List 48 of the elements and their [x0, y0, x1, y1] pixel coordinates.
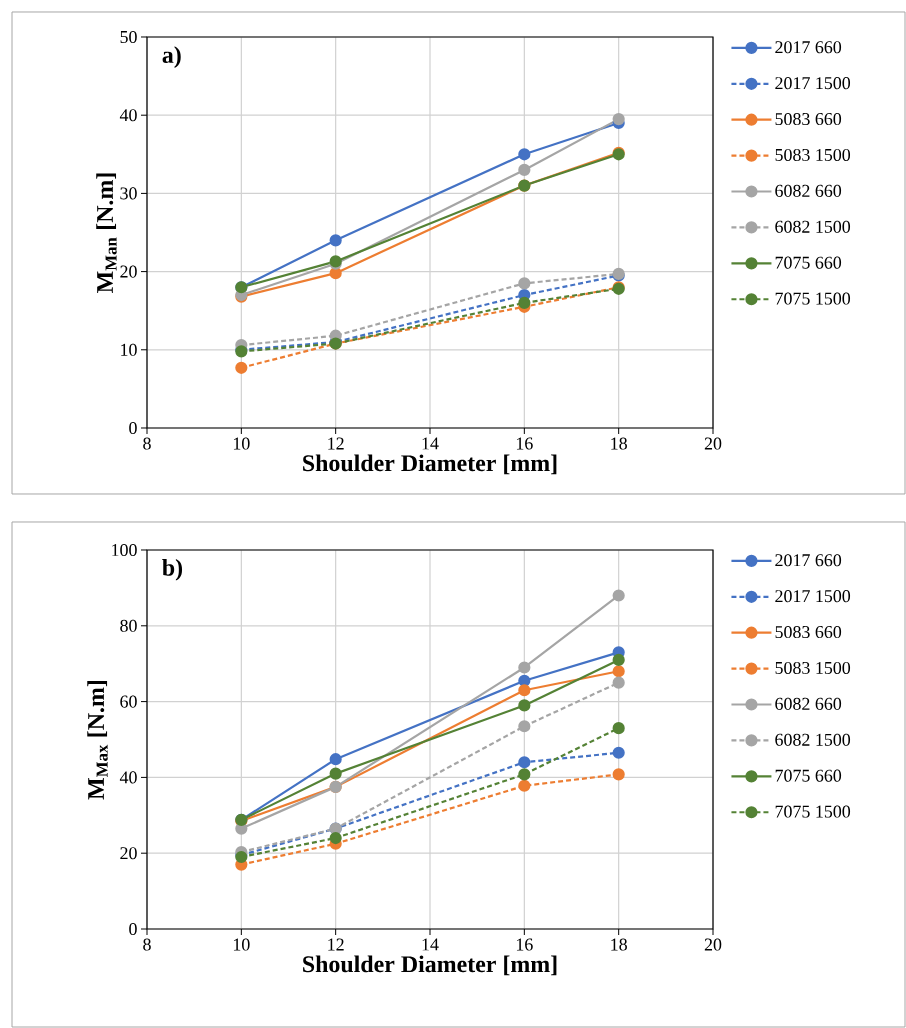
x-tick-label: 12	[328, 437, 344, 450]
legend-label: 5083 1500	[775, 148, 851, 161]
legend-label: 7075 660	[775, 256, 842, 269]
legend-label: 6082 660	[775, 184, 842, 197]
legend-label: 7075 660	[775, 769, 842, 782]
x-tick-label: 16	[516, 938, 533, 951]
legend-label: 6082 1500	[775, 733, 851, 746]
x-tick-label: 16	[516, 437, 533, 450]
legend-label: 2017 660	[775, 554, 842, 567]
legend-label: 2017 1500	[775, 590, 851, 603]
x-tick-label: 18	[611, 938, 627, 951]
y-tick-label: 30	[120, 187, 137, 200]
x-axis-title: Shoulder Diameter [mm]	[303, 955, 557, 976]
y-tick-label: 50	[120, 30, 137, 44]
legend-label: 6082 660	[775, 697, 842, 710]
y-tick-label: 40	[119, 109, 137, 122]
legend-label: 7075 1500	[775, 805, 851, 818]
x-tick-label: 14	[422, 938, 439, 951]
y-tick-label: 80	[120, 619, 137, 632]
legend-label: 5083 660	[775, 626, 842, 639]
x-tick-label: 20	[704, 938, 722, 951]
legend-label: 6082 1500	[775, 220, 851, 233]
x-tick-label: 8	[143, 437, 151, 450]
x-tick-label: 20	[704, 437, 722, 450]
y-tick-label: 10	[121, 343, 137, 356]
legend-label: 5083 660	[775, 112, 842, 126]
x-tick-label: 8	[143, 938, 151, 951]
y-tick-label: 100	[112, 543, 137, 557]
x-tick-label: 12	[328, 938, 344, 951]
x-axis-title: Shoulder Diameter [mm]	[303, 454, 557, 475]
y-axis-title: M$_{Man}$ [N.m]	[96, 173, 117, 293]
legend-label: 2017 660	[775, 41, 842, 54]
y-tick-label: 40	[119, 771, 137, 784]
legend-label: 2017 1500	[775, 77, 851, 90]
legend-label: 7075 1500	[775, 292, 851, 305]
legend-label: 5083 1500	[775, 661, 851, 674]
chart-title: a)	[162, 46, 181, 68]
x-tick-label: 14	[422, 437, 439, 450]
x-tick-label: 18	[611, 437, 627, 450]
y-tick-label: 20	[120, 265, 137, 278]
y-tick-label: 0	[129, 922, 137, 936]
x-tick-label: 10	[233, 938, 250, 951]
x-tick-label: 10	[233, 437, 250, 450]
y-axis-title: M$_{Max}$ [N.m]	[87, 680, 108, 800]
y-tick-label: 0	[129, 421, 137, 435]
y-tick-label: 20	[120, 847, 137, 860]
chart-title: b)	[162, 558, 183, 581]
y-tick-label: 60	[120, 695, 137, 708]
